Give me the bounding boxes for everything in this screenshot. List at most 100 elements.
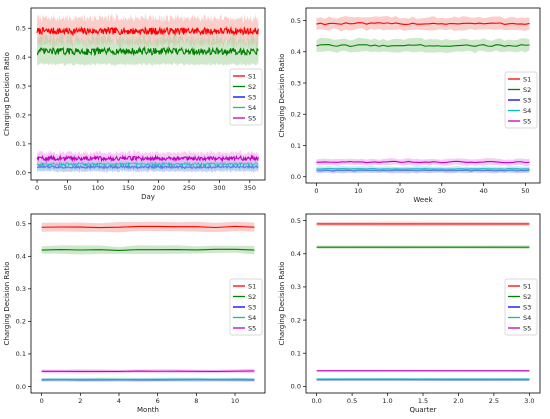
x-axis-label: Week bbox=[413, 196, 433, 204]
x-tick-label: 2.5 bbox=[489, 397, 499, 405]
legend-label-s3: S3 bbox=[248, 303, 256, 311]
plot-area bbox=[316, 16, 530, 174]
plot-frame bbox=[30, 7, 266, 181]
x-tick-label: 150 bbox=[122, 184, 134, 192]
y-tick-label: 0.5 bbox=[291, 17, 301, 25]
y-tick-label: 0.5 bbox=[16, 25, 26, 33]
y-tick-label: 0.0 bbox=[16, 169, 26, 177]
y-tick-label: 0.5 bbox=[16, 220, 26, 228]
x-tick-label: 0 bbox=[35, 184, 39, 192]
series-line-s5 bbox=[36, 154, 259, 163]
y-tick-label: 0.4 bbox=[291, 250, 301, 258]
series-line-s1 bbox=[316, 22, 530, 26]
x-axis-label: Quarter bbox=[409, 406, 436, 414]
y-tick-label: 0.2 bbox=[16, 111, 26, 119]
y-tick-label: 0.1 bbox=[291, 142, 301, 150]
x-tick-label: 2 bbox=[78, 397, 82, 405]
legend-label-s5: S5 bbox=[523, 117, 531, 125]
band-s1 bbox=[41, 221, 255, 233]
y-tick-label: 0.1 bbox=[16, 140, 26, 148]
x-tick-label: 0 bbox=[40, 397, 44, 405]
x-tick-label: 3.0 bbox=[524, 397, 534, 405]
x-axis-label: Month bbox=[137, 406, 159, 414]
legend: S1 S2 S3 S4 S5 bbox=[229, 278, 263, 336]
x-tick-label: 10 bbox=[231, 397, 239, 405]
y-tick-label: 0.4 bbox=[16, 253, 26, 261]
y-tick-label: 0.5 bbox=[291, 217, 301, 225]
x-tick-label: 200 bbox=[152, 184, 164, 192]
legend-box bbox=[229, 278, 263, 336]
legend-label-s3: S3 bbox=[523, 303, 531, 311]
y-axis-label: Charging Decision Ratio bbox=[278, 54, 286, 138]
series-line-s1 bbox=[41, 225, 255, 229]
y-tick-label: 0.0 bbox=[291, 173, 301, 181]
legend: S1 S2 S3 S4 S5 bbox=[229, 68, 263, 126]
series-line-s5 bbox=[41, 370, 255, 373]
x-tick-label: 8 bbox=[194, 397, 198, 405]
legend-label-s2: S2 bbox=[523, 293, 531, 301]
legend: S1 S2 S3 S4 S5 bbox=[504, 71, 538, 129]
x-tick-label: 350 bbox=[244, 184, 256, 192]
legend-box bbox=[504, 278, 538, 336]
y-tick-label: 0.0 bbox=[291, 383, 301, 391]
legend-label-s5: S5 bbox=[248, 114, 256, 122]
legend-box bbox=[229, 68, 263, 126]
x-tick-label: 0.5 bbox=[347, 397, 357, 405]
y-axis-label: Charging Decision Ratio bbox=[3, 52, 11, 136]
plot-area bbox=[41, 221, 255, 382]
x-tick-label: 40 bbox=[479, 187, 487, 195]
y-tick-label: 0.1 bbox=[16, 350, 26, 358]
y-tick-label: 0.3 bbox=[291, 79, 301, 87]
y-tick-label: 0.4 bbox=[16, 53, 26, 61]
legend-label-s1: S1 bbox=[523, 282, 531, 290]
y-axis-label: Charging Decision Ratio bbox=[3, 262, 11, 346]
series-line-s2 bbox=[316, 44, 530, 47]
series-line-s5 bbox=[316, 160, 530, 164]
plot-frame bbox=[30, 213, 266, 394]
legend-label-s2: S2 bbox=[248, 83, 256, 91]
y-tick-label: 0.2 bbox=[16, 318, 26, 326]
y-tick-label: 0.0 bbox=[16, 383, 26, 391]
legend-label-s4: S4 bbox=[248, 104, 256, 112]
x-tick-label: 250 bbox=[183, 184, 195, 192]
x-tick-label: 4 bbox=[117, 397, 121, 405]
chart-panel-2: 0 10 20 30 40 50 0.0 0.1 0.2 0.3 0.4 0.5 Week Chargin… bbox=[278, 7, 541, 204]
series-line-s1 bbox=[36, 25, 259, 37]
y-tick-label: 0.3 bbox=[16, 285, 26, 293]
legend: S1 S2 S3 S4 S5 bbox=[504, 278, 538, 336]
y-tick-label: 0.2 bbox=[291, 316, 301, 324]
legend-label-s3: S3 bbox=[523, 96, 531, 104]
legend-label-s2: S2 bbox=[248, 293, 256, 301]
y-tick-label: 0.3 bbox=[16, 82, 26, 90]
legend-label-s2: S2 bbox=[523, 86, 531, 94]
chart-panel-4: 0.0 0.5 1.0 1.5 2.0 2.5 3.0 0.0 0.1 0.2 0.3 0.4 0.5 Q… bbox=[278, 213, 541, 414]
plot-area bbox=[316, 221, 530, 381]
series-line-s4 bbox=[316, 168, 530, 170]
plot-area bbox=[36, 13, 259, 174]
y-axis-label: Charging Decision Ratio bbox=[278, 262, 286, 346]
chart-panel-3: 0 2 4 6 8 10 0.0 0.1 0.2 0.3 0.4 0.5 Month Charging D… bbox=[3, 213, 266, 414]
series-line-s2 bbox=[41, 248, 255, 251]
x-axis-label: Day bbox=[141, 193, 155, 201]
y-tick-label: 0.3 bbox=[291, 283, 301, 291]
y-tick-label: 0.4 bbox=[291, 48, 301, 56]
x-tick-label: 1.0 bbox=[382, 397, 392, 405]
series-line-s2 bbox=[36, 45, 259, 57]
y-tick-label: 0.1 bbox=[291, 350, 301, 358]
x-tick-label: 10 bbox=[354, 187, 362, 195]
x-tick-label: 2.0 bbox=[453, 397, 463, 405]
legend-label-s5: S5 bbox=[248, 324, 256, 332]
x-tick-label: 20 bbox=[396, 187, 404, 195]
x-tick-label: 50 bbox=[521, 187, 529, 195]
legend-label-s3: S3 bbox=[248, 93, 256, 101]
legend-label-s1: S1 bbox=[248, 72, 256, 80]
x-tick-label: 300 bbox=[213, 184, 225, 192]
x-tick-label: 30 bbox=[438, 187, 446, 195]
legend-label-s1: S1 bbox=[523, 75, 531, 83]
x-tick-label: 100 bbox=[92, 184, 104, 192]
x-tick-label: 6 bbox=[156, 397, 160, 405]
legend-label-s4: S4 bbox=[523, 107, 531, 115]
x-tick-label: 50 bbox=[63, 184, 71, 192]
legend-label-s5: S5 bbox=[523, 324, 531, 332]
